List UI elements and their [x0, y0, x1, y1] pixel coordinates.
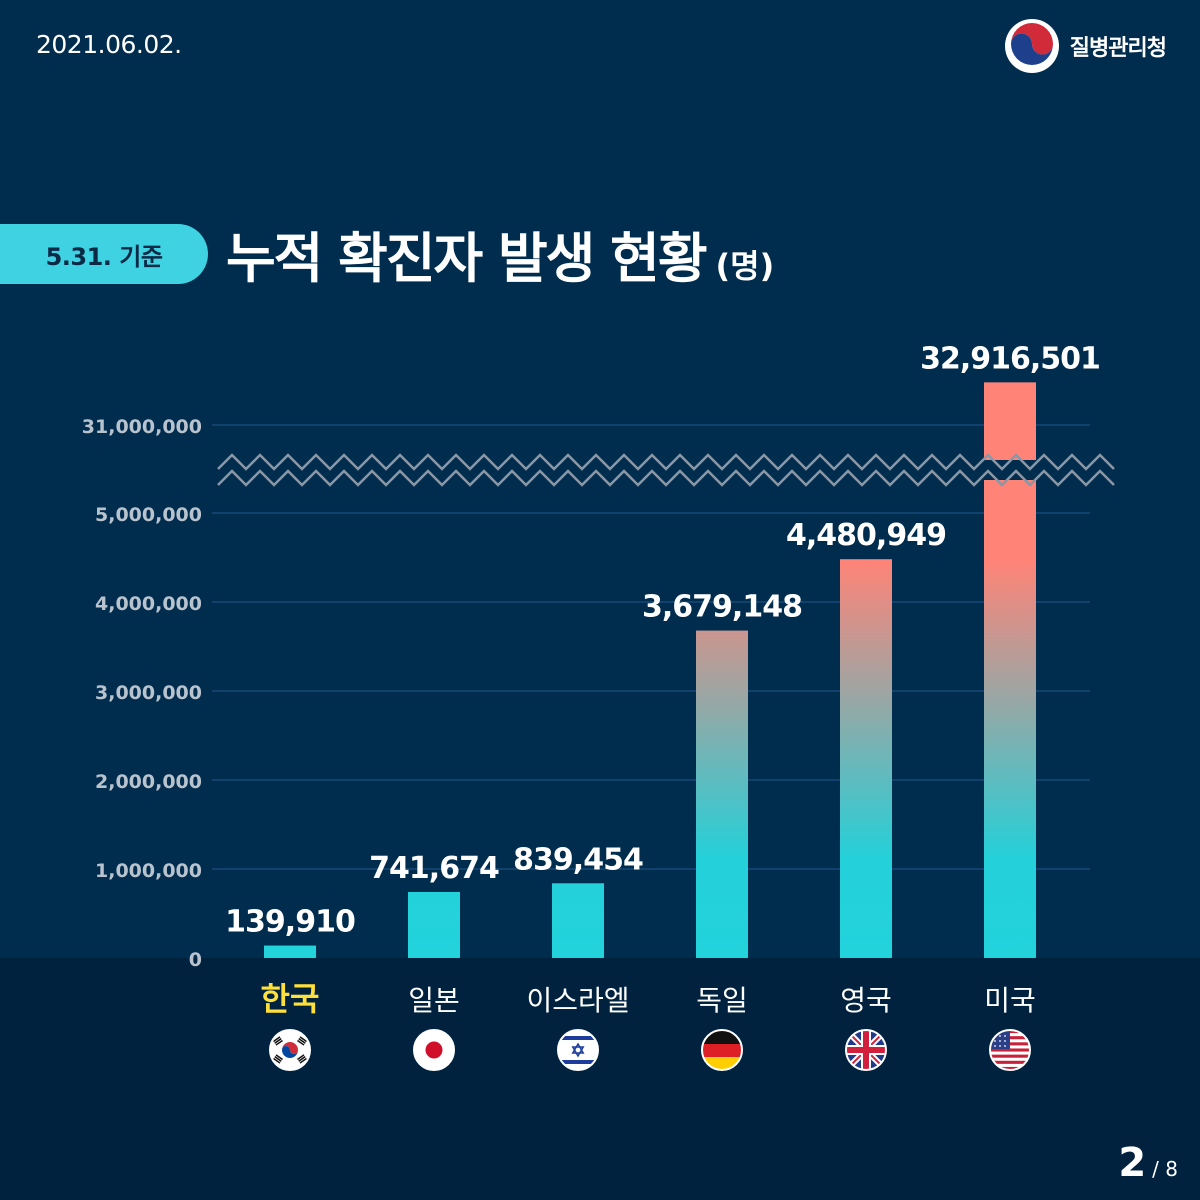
bar-value-label: 32,916,501 — [920, 341, 1100, 376]
chart-title-unit: (명) — [715, 247, 775, 285]
x-tick-label: 영국 — [840, 984, 892, 1017]
x-tick-label: 미국 — [984, 984, 1036, 1017]
chart-title: 누적 확진자 발생 현황 (명) — [226, 214, 774, 293]
israel-flag-icon — [557, 1029, 599, 1071]
bar-value-label: 741,674 — [369, 851, 499, 886]
y-tick-label: 1,000,000 — [95, 860, 202, 882]
page-current: 2 — [1118, 1140, 1147, 1186]
basis-date-badge: 5.31. 기준 — [0, 224, 208, 284]
y-tick-label: 31,000,000 — [82, 416, 202, 438]
germany-flag-icon — [701, 1029, 743, 1071]
bar — [552, 883, 604, 958]
bar — [408, 891, 460, 958]
axis-break-line — [217, 453, 1115, 471]
bar — [696, 630, 748, 958]
axis-break-line — [217, 469, 1115, 487]
y-tick-label: 5,000,000 — [95, 504, 202, 526]
agency-brand: 질병관리청 — [1004, 18, 1167, 74]
x-tick-label: 일본 — [408, 984, 460, 1017]
korea-flag-icon — [269, 1029, 311, 1071]
x-tick-label: 한국 — [261, 980, 320, 1018]
taegeuk-logo-icon — [1004, 19, 1059, 73]
usa-flag-icon — [989, 1029, 1031, 1071]
bar-value-label: 839,454 — [513, 842, 643, 877]
bar-value-label: 139,910 — [225, 905, 355, 940]
date-label: 2021.06.02. — [36, 30, 182, 59]
page-total: / 8 — [1152, 1157, 1178, 1181]
y-tick-label: 4,000,000 — [95, 593, 202, 615]
bar — [840, 559, 892, 958]
y-tick-label: 0 — [189, 949, 202, 971]
bar-value-label: 4,480,949 — [786, 518, 946, 553]
y-tick-label: 3,000,000 — [95, 682, 202, 704]
page-indicator: 2 / 8 — [1118, 1140, 1178, 1186]
y-tick-label: 2,000,000 — [95, 771, 202, 793]
bar — [264, 945, 316, 958]
chart-title-main: 누적 확진자 발생 현황 — [226, 227, 708, 290]
bar-value-label: 3,679,148 — [642, 590, 802, 625]
japan-flag-icon — [413, 1029, 455, 1071]
x-tick-label: 이스라엘 — [526, 984, 629, 1017]
uk-flag-icon — [845, 1029, 887, 1071]
x-tick-label: 독일 — [696, 984, 748, 1017]
agency-name: 질병관리청 — [1069, 36, 1167, 61]
